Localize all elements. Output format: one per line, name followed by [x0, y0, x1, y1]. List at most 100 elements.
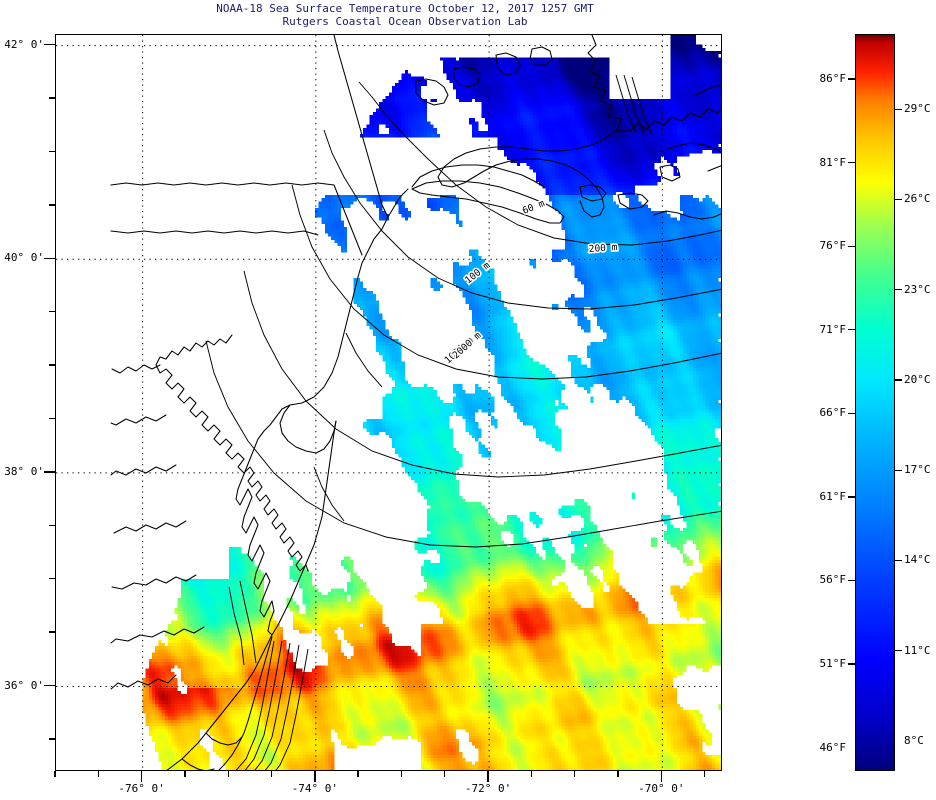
sst-pixel-run [625, 175, 629, 179]
sst-pixel-run [379, 217, 383, 221]
sst-pixel-run [548, 127, 552, 131]
sst-pixel-run [686, 262, 690, 266]
sst-pixel-run [478, 60, 482, 64]
sst-pixel-run [686, 83, 690, 87]
sst-pixel-run [356, 287, 360, 291]
sst-pixel-run [708, 201, 716, 205]
sst-pixel-run [510, 86, 514, 90]
sst-pixel-run [568, 99, 572, 103]
sst-pixel-run [574, 156, 578, 160]
sst-pixel-run [670, 291, 674, 295]
sst-pixel-run [430, 281, 434, 285]
sst-pixel-run [638, 211, 642, 215]
sst-pixel-run [568, 83, 572, 87]
sst-pixel-run [552, 195, 556, 199]
sst-pixel-run [689, 313, 693, 317]
sst-pixel-run [619, 153, 623, 157]
sst-pixel-run [708, 92, 712, 96]
sst-pixel-run [625, 108, 629, 112]
sst-pixel-run [644, 204, 648, 208]
sst-pixel-run [459, 95, 463, 99]
sst-pixel-run [504, 134, 508, 138]
sst-pixel-run [699, 287, 703, 291]
sst-pixel-run [504, 76, 508, 80]
sst-pixel-run [376, 131, 380, 135]
sst-pixel-run [622, 291, 626, 295]
sst-pixel-run [619, 102, 623, 106]
sst-pixel-run [696, 262, 700, 266]
sst-pixel-run [372, 121, 376, 125]
sst-pixel-run [715, 57, 719, 61]
sst-pixel-run [619, 291, 623, 295]
sst-pixel-run [635, 124, 639, 128]
sst-pixel-run [584, 131, 588, 135]
sst-pixel-run [552, 201, 556, 205]
sst-pixel-run [696, 300, 700, 304]
sst-map-panel[interactable]: 60 m 60 m 200 m 200 m 100 m 100 m 1000 m 1000 m… [55, 34, 722, 771]
sst-pixel-run [625, 156, 629, 160]
sst-pixel-run [654, 297, 658, 301]
sst-pixel-run [529, 92, 533, 96]
sst-pixel-run [667, 99, 671, 103]
sst-pixel-run [500, 316, 504, 320]
sst-pixel-run [337, 217, 341, 221]
sst-pixel-run [440, 198, 444, 202]
sst-pixel-run [600, 236, 604, 240]
sst-pixel-run [568, 220, 572, 224]
sst-pixel-run [340, 230, 344, 234]
sst-pixel-run [696, 111, 700, 115]
sst-pixel-run [488, 115, 495, 119]
sst-pixel-run [686, 246, 690, 250]
sst-pixel-run [475, 268, 479, 272]
sst-pixel-run [676, 115, 680, 119]
sst-pixel-run [564, 153, 572, 157]
sst-pixel-run [328, 223, 332, 227]
sst-pixel-run [638, 115, 642, 119]
sst-pixel-run [638, 268, 642, 272]
sst-pixel-run [670, 156, 674, 160]
sst-pixel-run [718, 60, 721, 64]
sst-pixel-run [625, 227, 629, 231]
sst-pixel-run [529, 102, 533, 106]
sst-pixel-run [622, 211, 626, 215]
sst-pixel-run [715, 291, 719, 295]
sst-pixel-run [504, 79, 508, 83]
sst-pixel-run [680, 284, 687, 288]
sst-pixel-run [628, 259, 632, 263]
sst-pixel-run [676, 76, 680, 80]
sst-pixel-run [593, 140, 597, 144]
sst-pixel-run [689, 147, 693, 151]
sst-pixel-run [619, 262, 623, 266]
sst-pixel-run [689, 236, 693, 240]
sst-pixel-run [526, 163, 530, 167]
sst-pixel-run [603, 163, 607, 167]
sst-pixel-run [580, 236, 584, 240]
sst-pixel-run [718, 211, 721, 215]
sst-pixel-run [555, 108, 562, 112]
sst-pixel-run [699, 73, 703, 77]
sst-pixel-run [472, 134, 479, 138]
sst-pixel-run [347, 195, 354, 199]
sst-pixel-run [408, 214, 412, 218]
sst-pixel-run [584, 227, 588, 231]
sst-pixel-run [692, 313, 696, 317]
sst-pixel-run [510, 140, 514, 144]
sst-pixel-run [654, 153, 658, 157]
sst-pixel-run [609, 134, 613, 138]
sst-pixel-run [539, 99, 543, 103]
sst-pixel-run [452, 201, 456, 205]
sst-pixel-run [500, 79, 504, 83]
sst-pixel-run [366, 316, 370, 320]
sst-pixel-run [526, 92, 530, 96]
sst-pixel-run [686, 51, 690, 55]
sst-pixel-run [612, 300, 616, 304]
sst-pixel-run [363, 134, 367, 138]
sst-pixel-run [580, 121, 584, 125]
sst-pixel-run [673, 147, 677, 151]
sst-pixel-run [587, 239, 591, 243]
sst-pixel-run [619, 188, 623, 192]
sst-pixel-run [600, 291, 604, 295]
x-axis-tick-minor [97, 771, 99, 777]
sst-pixel-run [692, 57, 696, 61]
sst-pixel-run [600, 111, 604, 115]
